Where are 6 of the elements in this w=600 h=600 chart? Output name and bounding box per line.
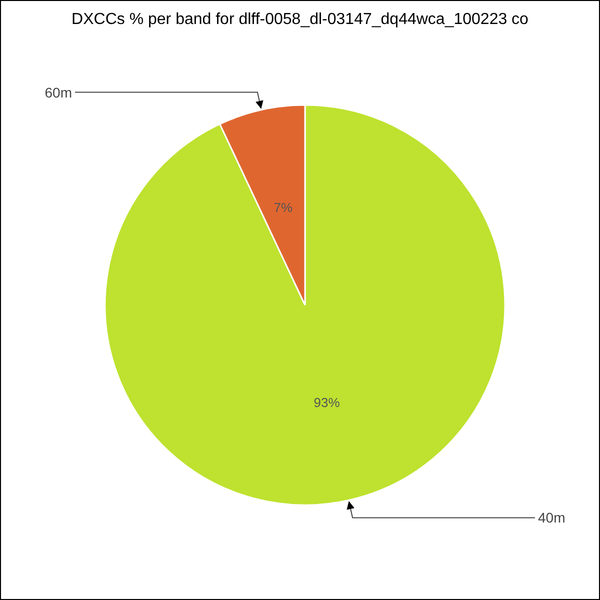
data-label: 93% bbox=[314, 395, 340, 410]
data-label: 7% bbox=[274, 200, 294, 215]
slice-label: 40m bbox=[538, 510, 566, 526]
pie-slice bbox=[104, 104, 506, 506]
slice-label: 60m bbox=[44, 84, 72, 100]
chart-title: DXCCs % per band for dlff-0058_dl-03147_dq44wca_100223 co bbox=[70, 11, 530, 29]
